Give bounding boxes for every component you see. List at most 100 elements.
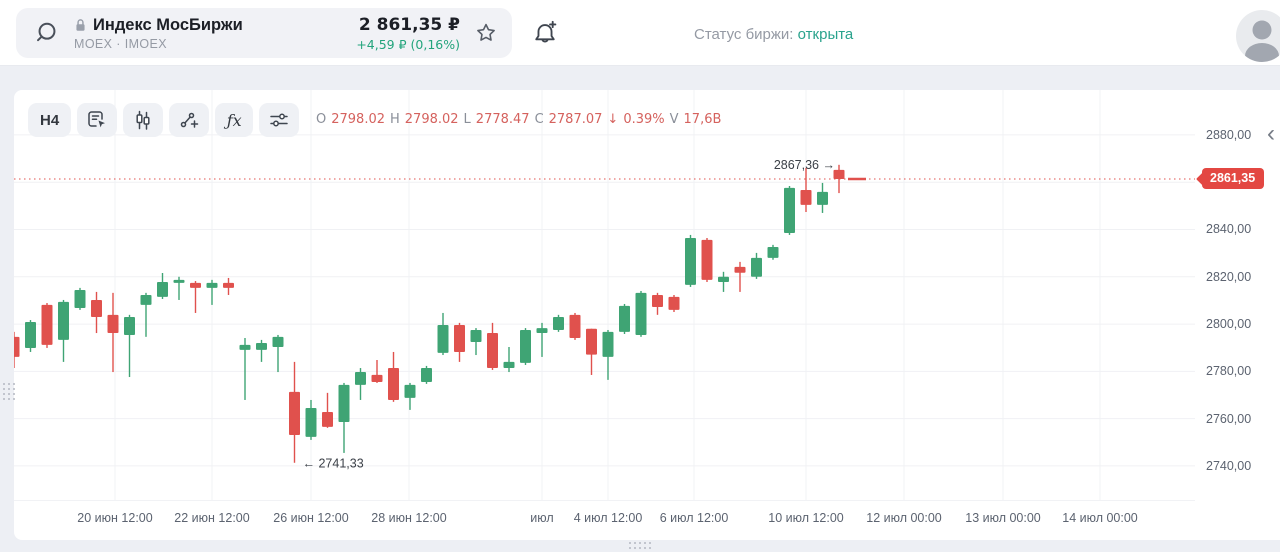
settings-sliders-icon [268, 109, 290, 131]
high-annotation: 2867,36 → [774, 158, 835, 172]
candle-body [833, 169, 845, 180]
time-axis[interactable]: 20 июн 12:00 22 июн 12:00 26 июн 12:00 28 и… [14, 500, 1195, 540]
timeframe-button[interactable]: H4 [28, 103, 72, 137]
candle-body [734, 266, 746, 273]
candle-body [223, 282, 234, 288]
candlestick-style-icon [132, 109, 154, 131]
price-axis[interactable]: 2880,00 2840,00 2820,00 2800,00 2780,00 2760,… [1195, 90, 1280, 500]
instrument-selector[interactable]: Индекс МосБиржи MOEX · IMOEX 2 861,35 ₽ … [16, 8, 512, 58]
alert-bell-button[interactable] [531, 19, 559, 47]
candle-body [619, 305, 630, 332]
avatar[interactable] [1236, 10, 1280, 62]
candle-body [14, 336, 20, 357]
time-tick: 14 июл 00:00 [1062, 511, 1138, 525]
order-panel-icon [86, 109, 108, 131]
candle-body [635, 292, 647, 335]
favorite-star-button[interactable] [474, 21, 498, 45]
candle-body [157, 281, 168, 297]
drawing-tools-button[interactable] [169, 103, 210, 137]
exchange-status: Статус биржи: открыта [694, 26, 853, 43]
ohlc-c-label: C [534, 112, 544, 127]
candle-body [652, 294, 663, 308]
chart-settings-button[interactable] [259, 103, 300, 137]
instrument-price: 2 861,35 ₽ [358, 14, 460, 35]
chart-style-button[interactable] [123, 103, 164, 137]
dot-separator: · [116, 36, 121, 51]
time-tick: 26 июн 12:00 [273, 511, 349, 525]
candle-body [685, 238, 696, 285]
ohlc-h-value: 2798.02 [404, 112, 459, 127]
candle-body [536, 328, 548, 334]
time-tick: 6 июл 12:00 [659, 511, 729, 525]
exchange-status-value: открыта [797, 26, 854, 43]
ohlc-change-pct: 0.39% [623, 112, 665, 127]
ohlc-o-value: 2798.02 [331, 112, 385, 127]
candle-body [256, 342, 267, 350]
drawing-toolbar-handle[interactable] [3, 383, 15, 400]
search-icon [34, 20, 60, 46]
chart-toolbar: H4 [28, 103, 300, 137]
indicators-button[interactable]: ƒx [215, 103, 254, 137]
candle-body [586, 328, 597, 355]
price-tick: 2820,00 [1206, 269, 1252, 284]
candle-body [305, 407, 317, 437]
instrument-subtitle: MOEX · IMOEX [74, 36, 168, 51]
candle-body [817, 191, 828, 205]
price-tick: 2840,00 [1206, 222, 1252, 237]
candle-body [388, 368, 399, 400]
candle-body [553, 316, 564, 330]
candle-body [338, 384, 350, 422]
ohlc-h-label: H [390, 112, 400, 127]
candle-body [751, 257, 762, 277]
candlestick-chart: 2867,36 → ← 2741,33 [14, 90, 1195, 500]
candle-body [569, 314, 581, 339]
collapse-panel-chevron-icon[interactable]: ‹ [1267, 120, 1275, 147]
time-tick: июл [530, 511, 554, 525]
candle-body [140, 294, 152, 305]
time-tick: 22 июн 12:00 [174, 511, 250, 525]
fx-indicators-icon: ƒx [226, 110, 242, 130]
candle-body [520, 329, 531, 363]
candle-body [124, 316, 135, 335]
bottom-panel-handle[interactable] [629, 542, 651, 549]
instrument-title: Индекс МосБиржи [93, 15, 243, 34]
instrument-change: +4,59 ₽ (0,16%) [356, 36, 460, 52]
exchange-status-label: Статус биржи: [694, 26, 794, 43]
ohlc-c-value: 2787.07 [548, 112, 603, 127]
candle-body [404, 384, 416, 398]
candle-body [784, 187, 795, 234]
candle-body [206, 282, 218, 288]
candle-body [668, 296, 680, 310]
trendline-plus-icon [178, 109, 200, 131]
candle-body [470, 329, 482, 343]
candle-body [718, 276, 729, 282]
candle-body [58, 301, 69, 340]
price-tick: 2760,00 [1206, 411, 1252, 426]
candle-body [322, 412, 333, 427]
candle-body [800, 190, 812, 205]
candle-body [190, 282, 201, 288]
candle-body [602, 331, 614, 357]
order-panel-button[interactable] [77, 103, 118, 137]
time-tick: 10 июл 12:00 [768, 511, 844, 525]
chart-plot-area[interactable]: 2867,36 → ← 2741,33 [14, 90, 1195, 500]
candle-body [272, 336, 284, 347]
candle-body [91, 299, 102, 317]
time-tick: 13 июл 00:00 [965, 511, 1041, 525]
ohlc-volume: 17,6B [683, 112, 722, 127]
ohlc-l-value: 2778.47 [475, 112, 530, 127]
ohlc-readout: O 2798.02 H 2798.02 L 2778.47 C 2787.07 ↓ 0.3… [316, 112, 721, 127]
candle-body [454, 325, 465, 352]
low-annotation: ← 2741,33 [303, 456, 364, 470]
price-tick: 2780,00 [1206, 364, 1252, 379]
candle-body [437, 325, 449, 353]
candle-body [25, 321, 36, 348]
ohlc-l-label: L [463, 112, 471, 127]
ohlc-change-arrow: ↓ [607, 112, 619, 127]
candle-body [487, 333, 498, 369]
price-tick: 2880,00 [1206, 127, 1252, 142]
candle-body [173, 279, 185, 283]
candle-body [107, 314, 119, 334]
time-tick: 12 июл 00:00 [866, 511, 942, 525]
price-tick: 2740,00 [1206, 458, 1252, 473]
